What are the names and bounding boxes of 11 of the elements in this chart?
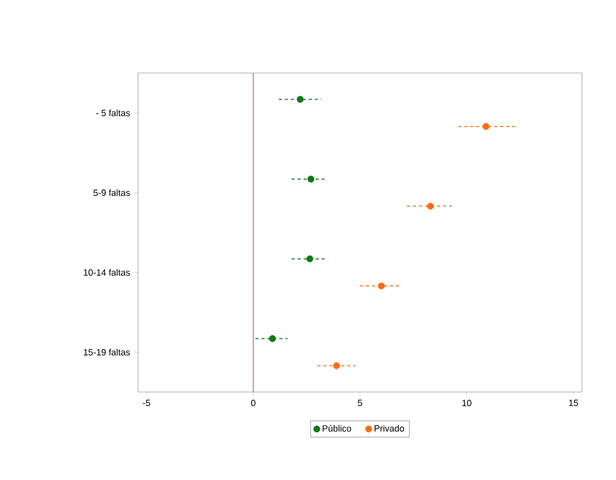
x-tick-label: 0 — [251, 400, 256, 406]
x-tick-label: 15 — [569, 400, 578, 406]
y-tick-label: 10-14 faltas — [84, 269, 130, 276]
legend-label: Público — [322, 424, 352, 432]
x-tick-label: 10 — [462, 400, 472, 406]
legend-label: Privado — [374, 424, 404, 432]
y-tick-label: 15-19 faltas — [84, 348, 130, 356]
x-tick-label: -5 — [142, 400, 150, 406]
y-tick-label: 5-9 faltas — [94, 189, 130, 196]
x-tick-label: 5 — [358, 400, 362, 406]
y-tick-label: - 5 faltas — [96, 110, 130, 116]
